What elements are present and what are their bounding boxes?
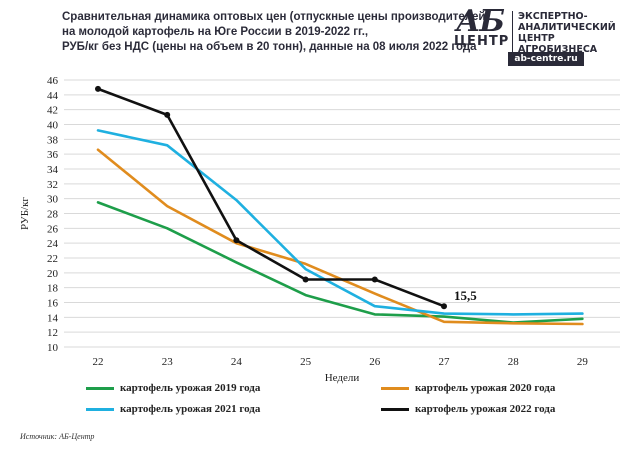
y-tick-label: 12 <box>47 327 58 339</box>
logo-url: ab-centre.ru <box>508 52 584 66</box>
logo-line-2: АНАЛИТИЧЕСКИЙ <box>518 22 616 33</box>
y-tick-label: 46 <box>47 75 59 87</box>
data-point <box>371 276 378 283</box>
legend-swatch-2019 <box>86 386 114 390</box>
y-tick-label: 40 <box>47 120 59 132</box>
legend-label-2019: картофель урожая 2019 года <box>120 382 261 394</box>
y-tick-label: 36 <box>47 149 59 161</box>
logo-line-4: АГРОБИЗНЕСА <box>518 44 598 55</box>
y-tick-label: 34 <box>47 164 59 176</box>
y-tick-label: 18 <box>47 283 59 295</box>
x-tick-label: 26 <box>369 356 381 368</box>
y-axis-label: РУБ/кг <box>19 197 31 230</box>
series-line-3 <box>96 129 584 316</box>
y-tick-label: 28 <box>47 209 59 221</box>
data-point <box>233 237 240 244</box>
y-tick-label: 20 <box>47 268 59 280</box>
logo-line-1: ЭКСПЕРТНО- <box>518 11 588 22</box>
logo-mark: АБ ЦЕНТР <box>452 4 510 49</box>
y-tick-label: 26 <box>47 223 59 235</box>
y-tick-label: 42 <box>47 105 58 117</box>
logo-line-3: ЦЕНТР <box>518 33 555 44</box>
legend-item-2020: картофель урожая 2020 года <box>381 382 555 394</box>
title-line-2: на молодой картофель на Юге России в 201… <box>62 26 369 38</box>
data-point <box>95 85 101 92</box>
source-note: Источник: АБ-Центр <box>20 432 95 441</box>
legend-item-2022: картофель урожая 2022 года <box>381 403 555 415</box>
legend-swatch-2021 <box>86 407 114 411</box>
series-line-2 <box>96 148 584 326</box>
legend-label-2020: картофель урожая 2020 года <box>415 382 556 394</box>
ab-centre-logo: АБ ЦЕНТР ЭКСПЕРТНО- АНАЛИТИЧЕСКИЙ ЦЕНТР … <box>452 4 632 66</box>
logo-ab: АБ <box>456 4 505 39</box>
data-point <box>441 303 447 310</box>
legend-swatch-2020 <box>381 386 409 390</box>
y-tick-label: 10 <box>47 342 59 354</box>
logo-centr: ЦЕНТР <box>454 34 510 49</box>
x-tick-label: 23 <box>162 356 174 368</box>
x-tick-label: 25 <box>300 356 312 368</box>
legend-label-2022: картофель урожая 2022 года <box>415 403 556 415</box>
legend-item-2019: картофель урожая 2019 года <box>86 382 260 394</box>
logo-text: ЭКСПЕРТНО- АНАЛИТИЧЕСКИЙ ЦЕНТР АГРОБИЗНЕ… <box>512 11 636 55</box>
legend-swatch-2022 <box>381 407 409 411</box>
y-tick-label: 14 <box>47 312 59 324</box>
y-tick-label: 16 <box>47 298 59 310</box>
title-line-3: РУБ/кг без НДС (цены на объем в 20 тонн)… <box>62 41 477 53</box>
data-point <box>164 111 171 118</box>
x-axis-label: Недели <box>325 372 360 384</box>
y-tick-label: 30 <box>47 194 59 206</box>
y-tick-label: 38 <box>47 134 59 146</box>
data-label: 15,5 <box>454 288 477 303</box>
x-tick-label: 24 <box>231 356 243 368</box>
x-tick-label: 28 <box>508 356 520 368</box>
x-tick-label: 29 <box>577 356 589 368</box>
series-line-4 <box>96 87 446 308</box>
x-tick-label: 27 <box>439 356 451 368</box>
x-tick-label: 22 <box>93 356 104 368</box>
series-line-1 <box>96 201 584 324</box>
data-point <box>302 276 309 283</box>
y-tick-label: 44 <box>47 90 59 102</box>
legend-item-2021: картофель урожая 2021 года <box>86 403 260 415</box>
y-tick-label: 22 <box>47 253 58 265</box>
chart-title: Сравнительная динамика оптовых цен (отпу… <box>62 10 490 55</box>
y-tick-label: 24 <box>47 238 59 250</box>
title-line-1: Сравнительная динамика оптовых цен (отпу… <box>62 11 490 23</box>
legend-label-2021: картофель урожая 2021 года <box>120 403 261 415</box>
y-tick-label: 32 <box>47 179 58 191</box>
